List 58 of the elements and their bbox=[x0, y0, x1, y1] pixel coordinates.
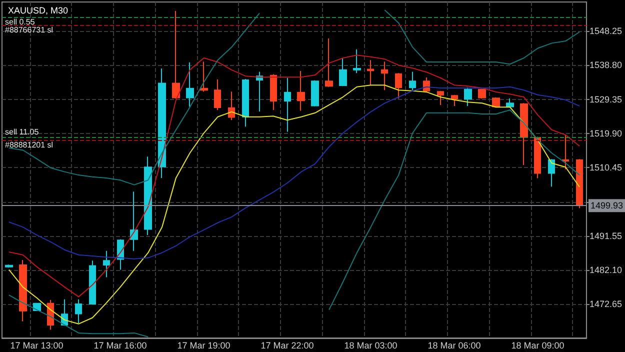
candlestick bbox=[353, 48, 361, 74]
candlestick bbox=[437, 90, 444, 106]
candlestick bbox=[144, 156, 152, 236]
candlestick bbox=[534, 136, 541, 179]
ref-line-label: #88766731 sl bbox=[5, 26, 54, 35]
candlestick bbox=[297, 70, 305, 112]
x-tick-label: 17 Mar 19:00 bbox=[177, 340, 230, 350]
candlestick bbox=[228, 91, 235, 121]
candlestick bbox=[492, 96, 500, 108]
candlestick bbox=[5, 264, 13, 268]
candlestick bbox=[339, 58, 347, 87]
candlestick bbox=[158, 68, 166, 178]
candlestick bbox=[381, 61, 388, 91]
chart-title: XAUUSD, M30 bbox=[8, 6, 68, 16]
candlestick bbox=[103, 250, 110, 278]
candlestick bbox=[409, 71, 416, 91]
candlestick bbox=[506, 98, 514, 108]
candlestick bbox=[19, 259, 27, 322]
candlestick bbox=[214, 78, 221, 111]
candlestick bbox=[130, 191, 138, 252]
candlestick bbox=[367, 60, 374, 86]
ref-line-label: sell 0.55 bbox=[5, 18, 36, 27]
candlestick bbox=[451, 94, 458, 107]
candlestick bbox=[464, 86, 472, 107]
candlestick bbox=[186, 62, 194, 108]
candlestick bbox=[576, 158, 583, 209]
candlestick bbox=[423, 77, 430, 92]
x-tick-label: 18 Mar 03:00 bbox=[344, 340, 398, 350]
candlestick bbox=[89, 260, 96, 305]
candlestick bbox=[562, 134, 569, 170]
x-tick-label: 18 Mar 09:00 bbox=[511, 340, 564, 350]
y-tick-label: 1491.55 bbox=[589, 230, 622, 241]
y-tick-label: 1472.65 bbox=[589, 299, 622, 310]
ref-line-label: sell 11.05 bbox=[5, 128, 40, 137]
x-tick-label: 17 Mar 22:00 bbox=[260, 340, 314, 350]
y-tick-label: 1510.45 bbox=[589, 162, 622, 173]
ref-line-label: 1499.93 bbox=[590, 200, 624, 211]
x-tick-label: 18 Mar 06:00 bbox=[428, 340, 481, 350]
x-tick-label: 17 Mar 13:00 bbox=[10, 340, 64, 350]
y-tick-label: 1538.80 bbox=[589, 60, 622, 70]
candlestick bbox=[548, 158, 555, 188]
candlestick bbox=[520, 102, 528, 166]
y-tick-label: 1482.10 bbox=[589, 265, 622, 276]
candlestick bbox=[395, 72, 402, 99]
candlestick bbox=[75, 298, 82, 324]
y-tick-label: 1529.35 bbox=[589, 94, 622, 104]
y-tick-label: 1519.90 bbox=[589, 128, 622, 139]
candlestick bbox=[242, 78, 249, 128]
y-tick-label: 1548.25 bbox=[589, 26, 622, 36]
ref-line-label: #88881201 sl bbox=[5, 140, 54, 150]
x-tick-label: 17 Mar 16:00 bbox=[94, 340, 147, 350]
candlestick bbox=[200, 61, 208, 92]
candlestick bbox=[284, 77, 291, 132]
candlestick bbox=[270, 74, 277, 111]
candlestick bbox=[311, 80, 319, 107]
candlestick bbox=[172, 10, 180, 99]
candlestick bbox=[325, 38, 333, 88]
candlestick bbox=[478, 88, 486, 99]
